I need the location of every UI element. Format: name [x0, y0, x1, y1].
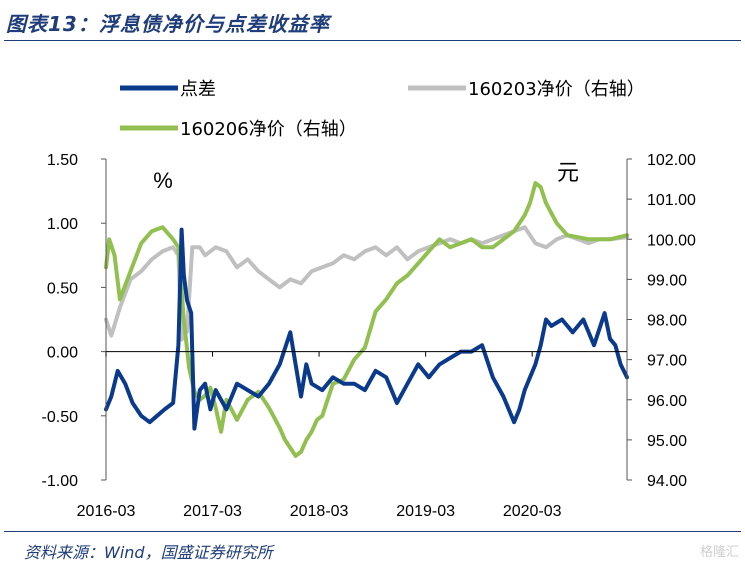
right-tick-label: 102.00 [647, 152, 696, 169]
left-tick-label: 1.00 [47, 216, 78, 233]
left-tick-label: 0.00 [47, 345, 78, 362]
legend-label-1: 160203净价（右轴） [468, 79, 645, 100]
x-tick-label: 2020-03 [503, 503, 562, 520]
right-tick-label: 97.00 [647, 353, 687, 370]
right-tick-label: 101.00 [647, 192, 696, 209]
legend-label-0: 点差 [180, 79, 216, 100]
series-line-2 [104, 181, 629, 458]
source-note: 资料来源：Wind，国盛证券研究所 [24, 543, 273, 562]
x-tick-label: 2019-03 [396, 503, 455, 520]
right-tick-label: 98.00 [647, 313, 687, 330]
left-tick-label: 1.50 [47, 152, 78, 169]
x-tick-label: 2018-03 [290, 503, 349, 520]
series-line-0 [104, 227, 629, 431]
right-tick-label: 100.00 [647, 232, 696, 249]
chart-title: 图表13：浮息债净价与点差收益率 [6, 12, 330, 36]
left-tick-label: 0.50 [47, 280, 78, 297]
left-tick-label: -0.50 [42, 409, 79, 426]
source-rule [4, 531, 741, 532]
legend-label-2: 160206净价（右轴） [180, 119, 357, 140]
right-tick-label: 94.00 [647, 473, 687, 490]
title-rule [4, 40, 741, 41]
right-tick-label: 95.00 [647, 433, 687, 450]
left-tick-label: -1.00 [42, 473, 79, 490]
x-tick-label: 2016-03 [77, 503, 136, 520]
right-tick-label: 99.00 [647, 272, 687, 289]
right-unit-label: 元 [557, 160, 579, 185]
right-tick-label: 96.00 [647, 393, 687, 410]
left-unit-label: % [153, 168, 173, 193]
x-tick-label: 2017-03 [183, 503, 242, 520]
watermark-text: 格隆汇 [699, 545, 739, 560]
